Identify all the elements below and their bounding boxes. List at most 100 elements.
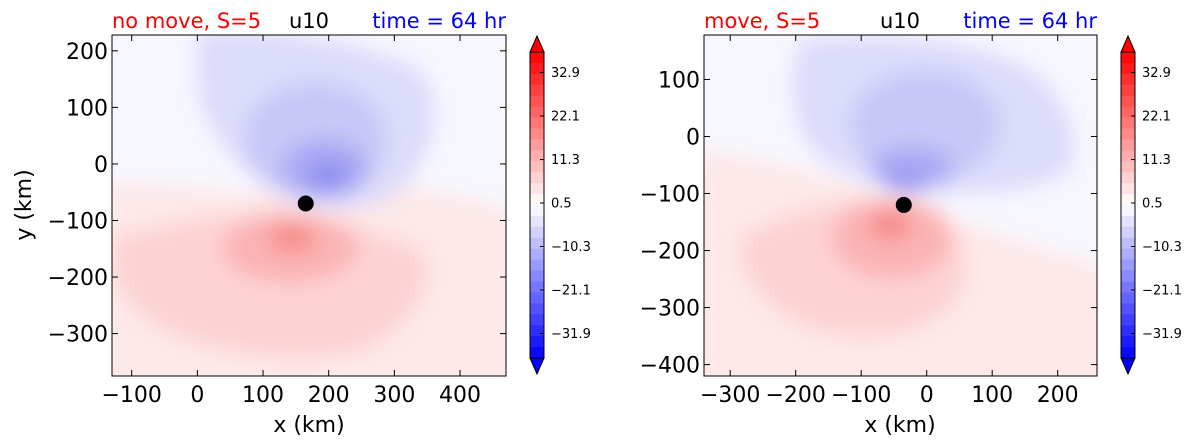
panel-2-title-center: u10 (880, 9, 920, 33)
colorbar-extend-min (1120, 357, 1136, 376)
colorbar-level (530, 259, 544, 272)
colorbar-level (530, 161, 544, 173)
colorbar-level (530, 292, 544, 304)
colorbar-tick-label: 11.3 (1142, 153, 1171, 168)
x-tick-label: 200 (308, 383, 350, 408)
panel-2-title-left: move, S=5 (704, 9, 820, 33)
y-tick-label: −300 (640, 297, 700, 322)
colorbar-extend-max (1120, 34, 1136, 53)
y-tick-label: 100 (66, 96, 108, 121)
colorbar-level (530, 139, 544, 151)
colorbar-level (1121, 117, 1135, 129)
colorbar-level (1121, 248, 1135, 261)
y-tick-label: 0 (686, 126, 700, 151)
colorbar-level (1121, 226, 1135, 239)
colorbar-level (1121, 347, 1135, 359)
panel-1-ticks: −100 0 100 200 300 400 −300 −200 −100 0 100 200 (48, 35, 506, 408)
colorbar-level (1121, 139, 1135, 151)
colorbar-level (530, 62, 544, 75)
colorbar-level (1121, 128, 1135, 140)
y-tick-label: −300 (48, 323, 108, 348)
colorbar-level (530, 95, 544, 108)
colorbar-level (530, 150, 544, 162)
panel-2-field (704, 35, 1097, 376)
x-tick-label: −200 (765, 383, 825, 408)
colorbar-level (530, 73, 544, 86)
colorbar-extend-max (529, 34, 545, 53)
colorbar-frame (529, 51, 545, 359)
colorbar-level (1121, 205, 1135, 217)
colorbar-level (530, 205, 544, 217)
x-tick-label: −300 (700, 383, 760, 408)
panel-1-xlabel: x (km) (273, 413, 344, 438)
colorbar-level (530, 336, 544, 348)
x-tick-label: 200 (1037, 383, 1079, 408)
colorbar-level (1121, 215, 1135, 228)
panel-2-storm-center-marker (895, 196, 912, 213)
panel-1-storm-center-marker (297, 195, 314, 212)
panel-1-title-left: no move, S=5 (112, 9, 261, 33)
y-tick-label: −400 (640, 354, 700, 379)
colorbar-level (1121, 73, 1135, 86)
x-tick-label: −100 (101, 383, 161, 408)
colorbar-level (530, 183, 544, 195)
colorbar-level (1121, 106, 1135, 119)
panel-1-ylabel: y (km) (12, 169, 37, 240)
colorbar-level (530, 281, 544, 293)
panel-1-axes-frame (111, 34, 507, 377)
colorbar-tick-label: −10.3 (1142, 240, 1182, 255)
colorbar-level (530, 303, 544, 315)
colorbar-level (1121, 194, 1135, 206)
panel-1-title-right: time = 64 hr (372, 9, 506, 33)
panel-2-title-right: time = 64 hr (963, 9, 1097, 33)
colorbar-tick-label: 22.1 (551, 110, 580, 125)
colorbar-tick-label: −21.1 (1142, 283, 1182, 298)
colorbar-level (1121, 314, 1135, 326)
colorbar-level (1121, 336, 1135, 348)
colorbar-level (530, 248, 544, 261)
x-tick-label: 0 (190, 383, 204, 408)
colorbar-tick-label: 0.5 (1142, 196, 1163, 211)
colorbar-level (1121, 259, 1135, 272)
colorbar-level (1121, 281, 1135, 293)
colorbar-level (1121, 95, 1135, 108)
colorbar-level (1121, 62, 1135, 75)
colorbar-tick-label: −31.9 (551, 327, 591, 342)
colorbar-level (530, 215, 544, 228)
x-tick-label: 400 (439, 383, 481, 408)
colorbar-level (530, 314, 544, 326)
x-tick-label: −100 (831, 383, 891, 408)
colorbar-level (530, 84, 544, 97)
panel-1-positive-core (268, 224, 316, 252)
colorbar-level (530, 117, 544, 129)
colorbar-level (1121, 172, 1135, 184)
x-tick-label: 0 (920, 383, 934, 408)
colorbar-level (1121, 270, 1135, 282)
colorbar-level (530, 270, 544, 282)
colorbar-level (1121, 237, 1135, 250)
colorbar-level (530, 325, 544, 337)
y-tick-label: 0 (94, 153, 108, 178)
colorbar-level (1121, 52, 1135, 64)
colorbar-tick-label: −10.3 (551, 240, 591, 255)
colorbar-level (1121, 183, 1135, 195)
colorbar-level (1121, 292, 1135, 304)
colorbar-level (530, 128, 544, 140)
colorbar-tick-label: 11.3 (551, 153, 580, 168)
panel-1: no move, S=5 u10 time = 64 hr −100 0 100 20… (12, 9, 591, 438)
colorbar-level (530, 106, 544, 119)
x-tick-label: 300 (373, 383, 415, 408)
panel-2-axes-frame (703, 34, 1098, 377)
y-tick-label: 200 (66, 40, 108, 65)
colorbar-level (530, 237, 544, 250)
panel-2-xlabel: x (km) (864, 413, 935, 438)
y-tick-label: −200 (48, 266, 108, 291)
colorbar-level (530, 172, 544, 184)
colorbar-tick-label: 32.9 (551, 66, 580, 81)
colorbar-level (1121, 325, 1135, 337)
colorbar-frame (1120, 51, 1136, 359)
y-tick-label: −100 (48, 209, 108, 234)
colorbar-tick-label: 22.1 (1142, 110, 1171, 125)
